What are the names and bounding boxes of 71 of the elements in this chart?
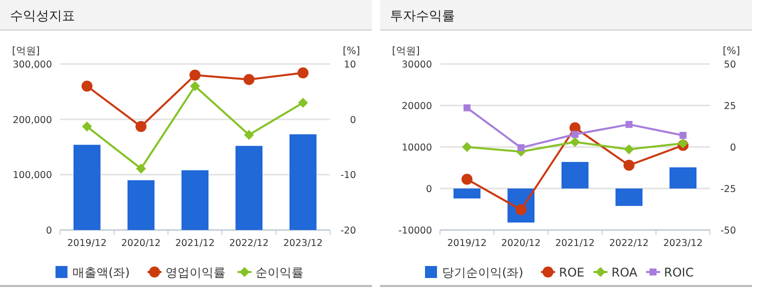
legend-label: 영업이익률 xyxy=(166,266,226,280)
point xyxy=(298,98,308,108)
point xyxy=(136,164,146,174)
y2-tick-label: 0 xyxy=(350,114,356,126)
y-tick-label: 10000 xyxy=(402,142,432,154)
y2-tick-label: 50 xyxy=(724,60,736,70)
point xyxy=(572,130,578,138)
x-tick-label: 2019/12 xyxy=(447,238,487,249)
point xyxy=(464,104,470,112)
y-tick-label: 0 xyxy=(426,184,432,195)
legend-label: ROA xyxy=(612,266,638,280)
y2-tick-label: -10 xyxy=(340,170,356,182)
y-tick-label: 20000 xyxy=(402,101,432,112)
x-tick-label: 2020/12 xyxy=(121,238,161,249)
y2-tick-label: 25 xyxy=(724,101,736,112)
bar xyxy=(290,134,316,230)
bar xyxy=(236,146,262,230)
y2-tick-label: 10 xyxy=(344,60,356,70)
y-axis-title: [억원] xyxy=(392,46,420,57)
x-tick-label: 2020/12 xyxy=(501,238,541,249)
legend-label: 매출액(좌) xyxy=(72,266,130,280)
y2-tick-label: -25 xyxy=(720,184,736,195)
legend-label: 당기순이익(좌) xyxy=(442,266,524,280)
y2-tick-label: -20 xyxy=(340,226,356,236)
point xyxy=(82,122,92,132)
x-tick-label: 2022/12 xyxy=(609,238,649,249)
y2-tick-label: -50 xyxy=(720,226,736,236)
point xyxy=(680,132,686,139)
point xyxy=(626,120,632,128)
y2-tick-label: 0 xyxy=(730,142,736,154)
point xyxy=(570,137,580,148)
point xyxy=(462,142,472,152)
y-tick-label: 30000 xyxy=(402,60,432,70)
point xyxy=(624,160,634,171)
bar xyxy=(616,188,642,206)
bar xyxy=(670,167,696,188)
point xyxy=(190,81,200,92)
bar xyxy=(74,144,100,230)
point xyxy=(190,70,200,81)
point xyxy=(678,138,688,148)
point xyxy=(244,130,254,140)
legend-label: 순이익률 xyxy=(256,266,304,280)
point xyxy=(244,74,254,85)
bar xyxy=(562,162,588,188)
y-axis-title: [억원] xyxy=(12,46,40,57)
point xyxy=(136,121,146,132)
y2-axis-title: [%] xyxy=(722,46,740,57)
point xyxy=(518,144,524,152)
y-tick-label: 0 xyxy=(46,226,52,236)
y2-axis-title: [%] xyxy=(342,46,360,57)
x-tick-label: 2019/12 xyxy=(67,238,107,249)
point xyxy=(462,174,472,185)
y-tick-label: 300,000 xyxy=(12,60,52,70)
x-tick-label: 2023/12 xyxy=(663,238,703,249)
y-tick-label: -10000 xyxy=(398,226,432,236)
legend-label: ROIC xyxy=(664,266,694,280)
x-tick-label: 2021/12 xyxy=(555,238,595,249)
x-tick-label: 2023/12 xyxy=(283,238,323,249)
y-tick-label: 200,000 xyxy=(12,114,52,126)
bar xyxy=(454,188,480,198)
legend-label: ROE xyxy=(559,266,584,280)
chart-title: 투자수익률 xyxy=(390,9,455,24)
x-tick-label: 2022/12 xyxy=(229,238,269,249)
bar xyxy=(182,170,208,230)
x-tick-label: 2021/12 xyxy=(175,238,215,249)
bar xyxy=(128,180,154,230)
point xyxy=(298,67,308,78)
chart-title: 수익성지표 xyxy=(10,9,75,24)
point xyxy=(82,80,92,92)
y-tick-label: 100,000 xyxy=(12,170,52,182)
point xyxy=(624,144,634,154)
